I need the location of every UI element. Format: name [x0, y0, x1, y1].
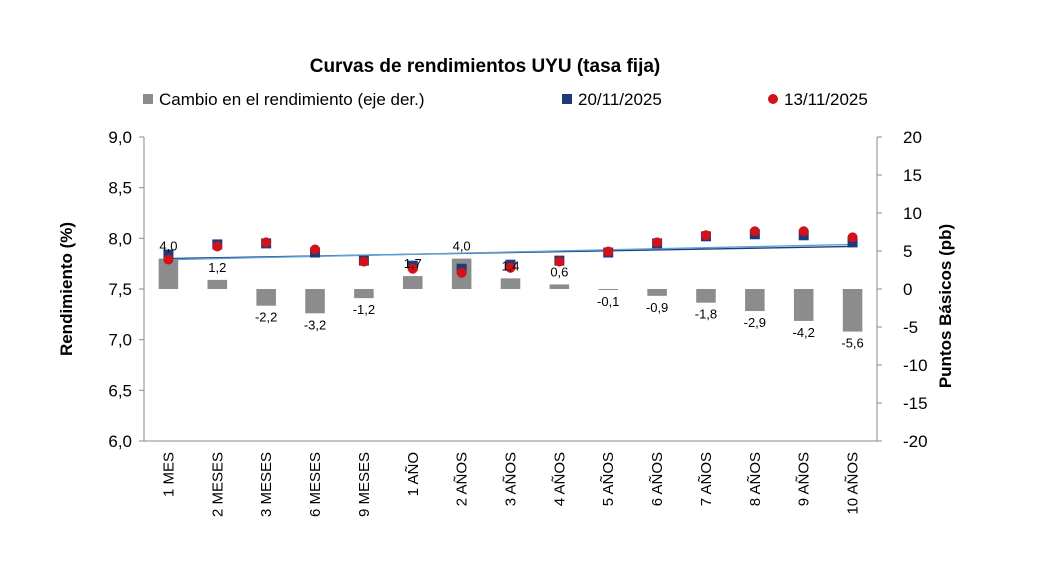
- bar-value-label: -0,9: [646, 300, 668, 315]
- bar: [549, 284, 570, 289]
- category-label: 9 MESES: [356, 452, 373, 517]
- circle-marker: [163, 254, 174, 265]
- category-label: 1 AÑO: [405, 452, 422, 496]
- left-axis-title: Rendimiento (%): [57, 222, 76, 356]
- bar: [745, 289, 765, 312]
- right-tick-label: 15: [903, 166, 922, 185]
- circle-marker: [652, 237, 663, 248]
- circle-marker: [554, 256, 565, 267]
- left-tick-label: 8,0: [108, 229, 132, 248]
- bar: [207, 279, 228, 289]
- square-marker: [847, 237, 858, 248]
- bar-series: [158, 258, 863, 332]
- square-marker: [163, 249, 174, 260]
- trendline: [168, 243, 853, 261]
- left-tick-label: 7,0: [108, 331, 132, 350]
- bar-value-label: 1,2: [208, 260, 226, 275]
- bar: [354, 289, 374, 299]
- bar-value-label: -3,2: [304, 317, 326, 332]
- category-labels: 1 MES 2 MESES 3 MESES 6 MESES 9 MESES 1 AÑO 2 …: [160, 452, 861, 517]
- right-tick-label: 0: [903, 280, 912, 299]
- bar-value-label: 1,7: [404, 256, 422, 271]
- bar: [842, 289, 863, 332]
- left-tick-label: 9,0: [108, 128, 132, 147]
- circle-marker: [358, 256, 369, 267]
- right-tick-label: -20: [903, 432, 928, 451]
- bar: [647, 289, 667, 296]
- right-tick-label: 20: [903, 128, 922, 147]
- bar: [500, 278, 521, 289]
- category-label: 9 AÑOS: [796, 452, 813, 506]
- category-label: 6 AÑOS: [649, 452, 666, 506]
- right-tick-label: -5: [903, 318, 918, 337]
- left-tick-label: 8,5: [108, 179, 132, 198]
- left-axis-ticks: 6,0 6,5 7,0 7,5 8,0 8,5 9,0: [108, 128, 144, 451]
- right-tick-label: -10: [903, 356, 928, 375]
- trendlines: [168, 243, 853, 261]
- category-label: 4 AÑOS: [551, 452, 568, 506]
- bar-value-label: 4,0: [453, 239, 471, 254]
- bar-value-label: -5,6: [841, 336, 863, 351]
- bar-value-label: -2,9: [744, 315, 766, 330]
- category-label: 6 MESES: [307, 452, 324, 517]
- bar-value-label: -4,2: [792, 325, 814, 340]
- bar-value-label: -1,2: [353, 302, 375, 317]
- circle-marker: [310, 244, 321, 255]
- bar-value-label: 4,0: [159, 239, 177, 254]
- bar: [158, 258, 179, 289]
- bar: [402, 276, 423, 289]
- category-label: 3 MESES: [258, 452, 275, 517]
- category-label: 2 AÑOS: [454, 452, 471, 506]
- legend-swatch-square: [562, 94, 572, 104]
- bar-data-labels: 4,0 1,2 -2,2 -3,2 -1,2 1,7 4,0 1,4 0,6 -0,1 -0,9 -1…: [159, 239, 863, 351]
- legend-label-series-1: 20/11/2025: [578, 90, 662, 109]
- legend-swatch-circle: [768, 94, 778, 104]
- circle-marker: [749, 226, 760, 237]
- category-label: 1 MES: [160, 452, 177, 497]
- circle-marker: [847, 232, 858, 243]
- left-tick-label: 6,5: [108, 381, 132, 400]
- circle-marker: [603, 246, 614, 257]
- right-tick-label: -15: [903, 394, 928, 413]
- category-label: 5 AÑOS: [600, 452, 617, 506]
- category-label: 2 MESES: [209, 452, 226, 517]
- category-label: 10 AÑOS: [845, 452, 862, 515]
- bar-value-label: 1,4: [501, 258, 519, 273]
- category-label: 3 AÑOS: [503, 452, 520, 506]
- legend: Cambio en el rendimiento (eje der.) 20/1…: [143, 90, 868, 109]
- category-label: 8 AÑOS: [747, 452, 764, 506]
- bar: [256, 289, 276, 306]
- bar-value-label: -1,8: [695, 307, 717, 322]
- bar: [696, 289, 716, 303]
- circle-marker: [456, 267, 467, 278]
- bar: [305, 289, 325, 314]
- bar-value-label: -0,1: [597, 294, 619, 309]
- bar-value-label: 0,6: [550, 264, 568, 279]
- circle-marker: [505, 262, 516, 273]
- bar: [793, 289, 814, 321]
- legend-swatch-bar: [143, 94, 153, 104]
- bar-value-label: -2,2: [255, 310, 277, 325]
- category-label: 7 AÑOS: [698, 452, 715, 506]
- circle-marker: [212, 241, 223, 252]
- bar: [598, 289, 619, 290]
- chart-title: Curvas de rendimientos UYU (tasa fija): [310, 56, 661, 77]
- right-axis-ticks: -20 -15 -10 -5 0 5 10 15 20: [877, 128, 928, 451]
- circle-marker: [261, 237, 272, 248]
- circle-marker: [798, 226, 809, 237]
- left-tick-label: 7,5: [108, 280, 132, 299]
- circle-marker: [700, 230, 711, 241]
- legend-label-series-2: 13/11/2025: [784, 90, 868, 109]
- right-tick-label: 5: [903, 242, 912, 261]
- right-tick-label: 10: [903, 204, 922, 223]
- right-axis-title: Puntos Básicos (pb): [936, 224, 955, 388]
- left-tick-label: 6,0: [108, 432, 132, 451]
- legend-label-bar: Cambio en el rendimiento (eje der.): [159, 90, 425, 109]
- circle-marker: [407, 263, 418, 274]
- marker-series: [163, 226, 858, 278]
